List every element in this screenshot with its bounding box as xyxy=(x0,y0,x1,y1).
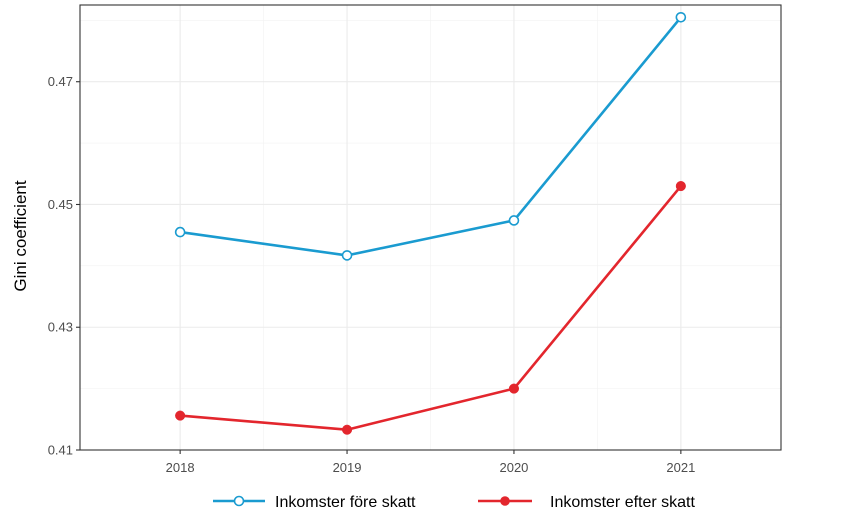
minor-gridlines xyxy=(80,5,781,450)
legend: Inkomster före skatt Inkomster efter skat… xyxy=(213,494,695,511)
y-tick-label: 0.41 xyxy=(48,443,73,458)
legend-key-marker-1 xyxy=(233,495,245,507)
series-1-point xyxy=(341,250,353,261)
y-tick-label: 0.43 xyxy=(48,320,73,335)
series-2-point xyxy=(508,383,520,394)
x-tick-label: 2020 xyxy=(499,460,528,475)
y-tick-label: 0.47 xyxy=(48,74,73,89)
legend-label-2: Inkomster efter skatt xyxy=(550,494,695,511)
plot-border xyxy=(79,4,782,451)
y-axis-title: Gini coefficient xyxy=(11,180,30,291)
legend-label-1: Inkomster före skatt xyxy=(275,494,416,511)
series-2-point xyxy=(175,410,186,421)
series-line-2 xyxy=(179,185,682,432)
series-2-point xyxy=(341,424,353,435)
x-axis: 2018 2019 2020 2021 xyxy=(166,450,695,475)
y-tick-label: 0.45 xyxy=(48,197,73,212)
series-layer xyxy=(174,11,687,435)
series-1-point xyxy=(675,11,687,23)
x-tick-label: 2019 xyxy=(333,460,362,475)
series-line-1 xyxy=(179,16,682,257)
series-2-point xyxy=(675,181,686,192)
x-tick-label: 2018 xyxy=(166,460,195,475)
series-1-point xyxy=(508,215,520,226)
legend-key-marker-2 xyxy=(500,496,510,506)
x-tick-label: 2021 xyxy=(666,460,695,475)
series-1-point xyxy=(174,226,186,238)
y-axis: 0.41 0.43 0.45 0.47 xyxy=(48,74,80,458)
